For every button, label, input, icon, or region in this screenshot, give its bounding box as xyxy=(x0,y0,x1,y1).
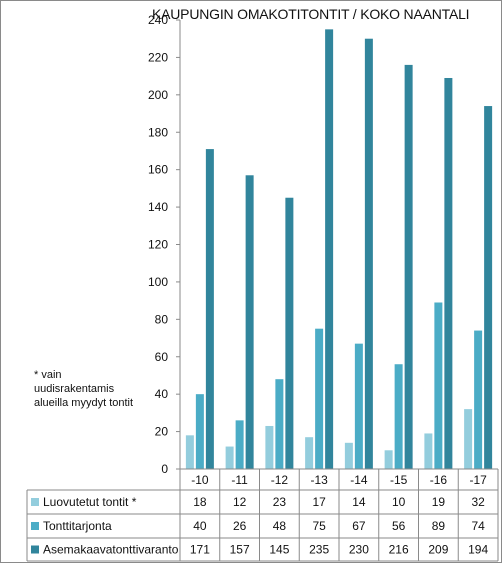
data-label: 56 xyxy=(392,519,406,533)
y-tick-label: 140 xyxy=(148,200,168,214)
bar-2 xyxy=(275,379,284,469)
data-label: 23 xyxy=(273,495,287,509)
legend-swatch-3 xyxy=(31,545,39,554)
data-label: 230 xyxy=(349,543,369,557)
footnote: * vain uudisrakentamis alueilla myydyt t… xyxy=(34,369,134,409)
data-label: 32 xyxy=(471,495,485,509)
data-label: 89 xyxy=(432,519,446,533)
y-tick-label: 20 xyxy=(155,425,169,439)
bar-3 xyxy=(245,175,254,469)
data-label: 12 xyxy=(233,495,247,509)
y-tick-label: 160 xyxy=(148,163,168,177)
data-label: 14 xyxy=(352,495,366,509)
chart-title: KAUPUNGIN OMAKOTITONTIT / KOKO NAANTALI xyxy=(152,6,470,22)
x-tick-label: -16 xyxy=(430,473,448,487)
x-tick-label: -17 xyxy=(469,473,487,487)
data-label: 17 xyxy=(312,495,326,509)
data-label: 10 xyxy=(392,495,406,509)
y-tick-label: 40 xyxy=(155,387,169,401)
bar-1 xyxy=(464,409,473,469)
legend-swatch-2 xyxy=(31,522,39,530)
data-label: 75 xyxy=(312,519,326,533)
data-label: 26 xyxy=(233,519,247,533)
bar-3 xyxy=(364,38,373,469)
y-tick-label: 180 xyxy=(148,125,168,139)
bar-1 xyxy=(265,425,274,469)
data-label: 209 xyxy=(428,543,448,557)
x-tick-label: -11 xyxy=(231,473,248,487)
data-label: 74 xyxy=(471,519,485,533)
x-tick-label: -13 xyxy=(310,473,328,487)
x-tick-label: -10 xyxy=(191,473,209,487)
bar-3 xyxy=(205,149,214,469)
bar-2 xyxy=(354,343,363,469)
bar-3 xyxy=(404,64,413,470)
bar-1 xyxy=(185,435,194,469)
data-label: 18 xyxy=(193,495,207,509)
data-label: 145 xyxy=(269,543,289,557)
bar-2 xyxy=(474,330,483,469)
bar-2 xyxy=(394,364,403,469)
data-label: 157 xyxy=(230,543,250,557)
y-tick-label: 100 xyxy=(148,275,168,289)
bar-1 xyxy=(305,437,314,469)
bar-3 xyxy=(285,197,294,469)
x-tick-label: -15 xyxy=(390,473,408,487)
x-tick-label: -14 xyxy=(350,473,368,487)
y-tick-label: 80 xyxy=(155,312,169,326)
bar-2 xyxy=(235,420,244,469)
data-label: 67 xyxy=(352,519,366,533)
legend-label-1: Luovutetut tontit * xyxy=(43,495,137,509)
data-label: 48 xyxy=(273,519,287,533)
bar-1 xyxy=(424,433,433,469)
data-label: 194 xyxy=(468,543,488,557)
bar-2 xyxy=(434,302,443,469)
data-label: 40 xyxy=(193,519,207,533)
y-tick-label: 60 xyxy=(155,350,169,364)
bar-1 xyxy=(344,442,353,469)
bar-2 xyxy=(315,328,324,469)
bar-3 xyxy=(484,106,493,469)
x-tick-label: -12 xyxy=(271,473,289,487)
y-tick-label: 120 xyxy=(148,238,168,252)
y-tick-label: 220 xyxy=(148,50,168,64)
bar-1 xyxy=(384,450,393,469)
bar-3 xyxy=(444,77,453,469)
bar-3 xyxy=(325,29,334,470)
bar-2 xyxy=(195,394,204,469)
data-label: 216 xyxy=(389,543,409,557)
y-tick-label: 240 xyxy=(148,13,168,27)
legend-label-2: Tonttitarjonta xyxy=(43,519,112,533)
y-tick-label: 200 xyxy=(148,88,168,102)
y-tick-label: 0 xyxy=(161,462,168,476)
data-label: 171 xyxy=(190,543,210,557)
data-label: 235 xyxy=(309,543,329,557)
legend-label-3: Asemakaavatonttivaranto xyxy=(43,543,179,557)
bar-1 xyxy=(225,446,234,469)
data-label: 19 xyxy=(432,495,446,509)
legend-swatch-1 xyxy=(31,498,39,506)
